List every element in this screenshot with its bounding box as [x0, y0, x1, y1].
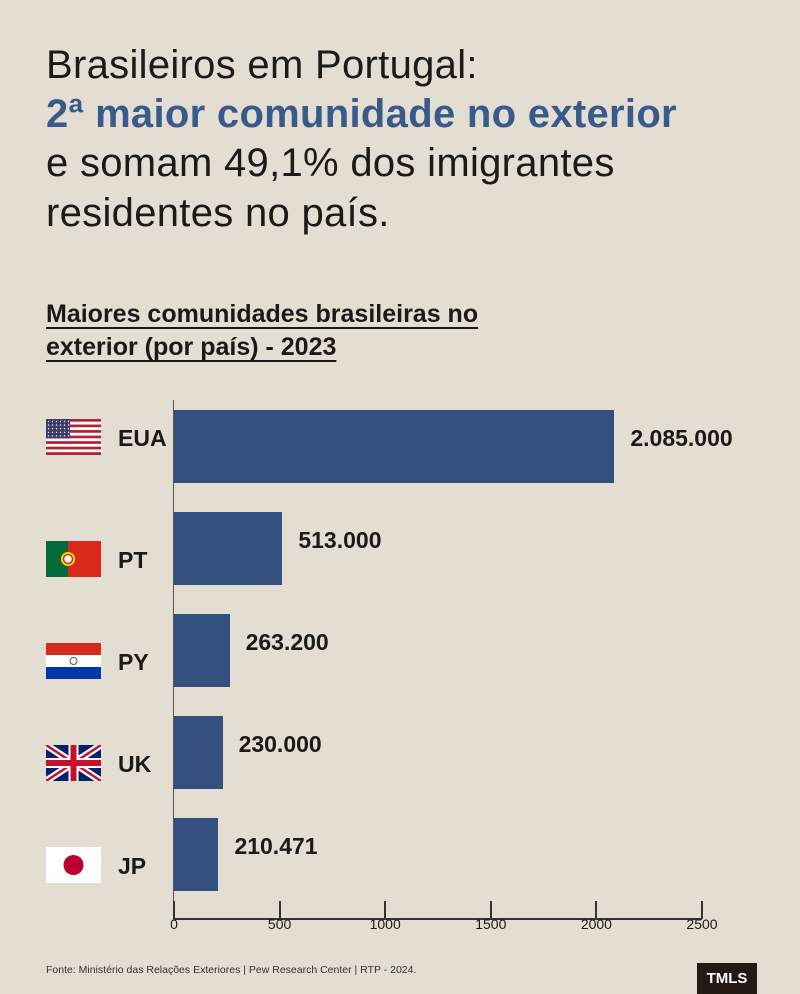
category-label: UK [118, 751, 152, 777]
x-axis-line [174, 918, 702, 920]
x-tick-label: 2500 [686, 916, 718, 932]
source-note: Fonte: Ministério das Relações Exteriore… [46, 964, 417, 976]
x-tick [595, 901, 598, 919]
x-tick-label: 500 [267, 916, 292, 932]
portugal-flag-icon [46, 541, 101, 577]
bar-eua [174, 410, 615, 483]
x-tick [278, 901, 281, 919]
x-tick [384, 901, 387, 919]
bar-pt [174, 512, 283, 585]
x-tick [701, 901, 703, 919]
headline-line-4: residentes no país. [46, 191, 390, 235]
data-label: 263.200 [245, 629, 329, 655]
x-tick-label: 1500 [475, 916, 507, 932]
us-flag-icon [46, 419, 101, 455]
chart-title-line-2: exterior (por país) - 2023 [46, 333, 337, 361]
headline-line-2: 2ª maior comunidade no exterior [46, 92, 677, 136]
data-label: 513.000 [298, 527, 382, 553]
chart-title: Maiores comunidades brasileiras no exter… [46, 298, 478, 364]
y-axis-line [173, 400, 174, 920]
data-label: 210.471 [234, 833, 318, 859]
japan-flag-icon [46, 847, 101, 883]
category-label: JP [118, 853, 147, 879]
data-label: 2.085.000 [630, 425, 733, 451]
uk-flag-icon [44, 742, 103, 784]
headline-line-3: e somam 49,1% dos imigrantes [46, 141, 615, 185]
logo: TMLS [697, 963, 757, 994]
bar-jp [174, 818, 219, 891]
category-label: PY [118, 649, 149, 675]
category-label: EUA [118, 425, 167, 451]
bar-py [174, 614, 230, 687]
category-label: PT [118, 547, 148, 573]
x-tick-label: 0 [170, 916, 178, 932]
x-tick-label: 1000 [369, 916, 401, 932]
x-tick [173, 901, 175, 919]
x-tick-label: 2000 [580, 916, 612, 932]
headline-line-1: Brasileiros em Portugal: [46, 43, 478, 87]
bar-uk [174, 716, 223, 789]
paraguay-flag-icon [46, 643, 101, 679]
data-label: 230.000 [238, 731, 322, 757]
x-tick [489, 901, 492, 919]
chart-title-line-1: Maiores comunidades brasileiras no [46, 300, 479, 328]
